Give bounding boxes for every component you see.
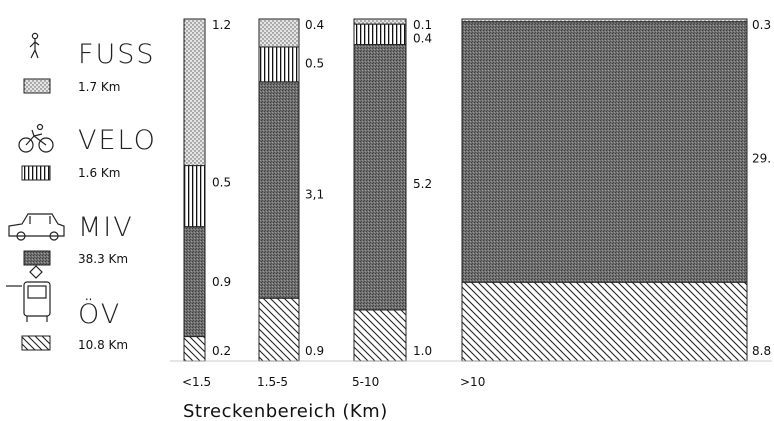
segment-label-fuss-1: 0.4 xyxy=(305,18,324,32)
bar-segment-miv-3 xyxy=(461,21,748,283)
bar-group xyxy=(183,18,748,362)
legend-item-oev: ÖV 10.8 Km xyxy=(6,265,128,352)
segment-label-miv-0: 0.9 xyxy=(212,275,231,289)
segment-label-miv-3: 29. xyxy=(752,151,771,165)
bus-icon xyxy=(6,265,51,322)
legend: FUSS 1.7 Km VELO 1.6 Km xyxy=(6,32,157,352)
legend-title-fuss: FUSS xyxy=(78,39,156,70)
segment-label-group: 0.20.90.51.20.93,10.50.41.05.20.40.18.82… xyxy=(212,18,771,358)
legend-title-oev: ÖV xyxy=(78,298,121,330)
segment-label-miv-1: 3,1 xyxy=(305,188,324,202)
category-label-2: 5-10 xyxy=(352,375,379,389)
legend-item-velo: VELO 1.6 Km xyxy=(18,123,157,181)
segment-label-oev-0: 0.2 xyxy=(212,344,231,358)
bar-segment-oev-2 xyxy=(353,309,407,362)
segment-label-oev-1: 0.9 xyxy=(305,344,324,358)
segment-label-velo-2: 0.4 xyxy=(413,31,432,45)
bar-segment-velo-2 xyxy=(353,23,407,46)
legend-swatch-fuss xyxy=(23,78,51,94)
legend-value-velo: 1.6 Km xyxy=(78,166,120,180)
legend-value-oev: 10.8 Km xyxy=(78,338,128,352)
segment-label-fuss-2: 0.1 xyxy=(413,18,432,32)
segment-label-velo-0: 0.5 xyxy=(212,175,231,189)
segment-label-oev-2: 1.0 xyxy=(413,344,432,358)
segment-label-fuss-3: 0.3 xyxy=(752,18,771,32)
segment-label-velo-1: 0.5 xyxy=(305,57,324,71)
bar-segment-miv-0 xyxy=(183,226,206,338)
bar-segment-fuss-3 xyxy=(461,18,748,23)
legend-item-fuss: FUSS 1.7 Km xyxy=(23,32,156,94)
bar-segment-fuss-1 xyxy=(258,18,300,48)
bar-segment-miv-1 xyxy=(258,81,300,299)
legend-swatch-miv xyxy=(23,250,51,266)
segment-label-fuss-0: 1.2 xyxy=(212,18,231,32)
x-axis-title: Streckenbereich (Km) xyxy=(183,401,388,421)
category-label-3: >10 xyxy=(460,375,485,389)
bicycle-icon xyxy=(18,123,54,153)
legend-swatch-velo xyxy=(21,165,51,181)
legend-title-velo: VELO xyxy=(78,125,157,156)
bar-segment-velo-1 xyxy=(258,46,300,83)
legend-title-miv: MIV xyxy=(78,212,134,243)
bar-segment-velo-0 xyxy=(183,165,206,228)
bar-segment-fuss-0 xyxy=(183,18,206,167)
legend-swatch-oev xyxy=(21,335,51,351)
segment-label-oev-3: 8.8 xyxy=(752,344,771,358)
segment-label-miv-2: 5.2 xyxy=(413,177,432,191)
category-label-1: 1.5-5 xyxy=(257,375,288,389)
category-label-0: <1.5 xyxy=(182,375,211,389)
legend-value-miv: 38.3 Km xyxy=(78,252,128,266)
bar-segment-fuss-2 xyxy=(353,18,407,25)
bar-segment-oev-0 xyxy=(183,336,206,362)
pedestrian-icon xyxy=(29,32,40,59)
bar-segment-oev-3 xyxy=(461,281,748,362)
legend-value-fuss: 1.7 Km xyxy=(78,80,120,94)
legend-item-miv: MIV 38.3 Km xyxy=(8,212,134,266)
category-label-group: <1.5 1.5-5 5-10 >10 xyxy=(182,375,485,389)
bar-segment-miv-2 xyxy=(353,44,407,311)
bar-segment-oev-1 xyxy=(258,297,300,362)
car-icon xyxy=(8,213,65,241)
